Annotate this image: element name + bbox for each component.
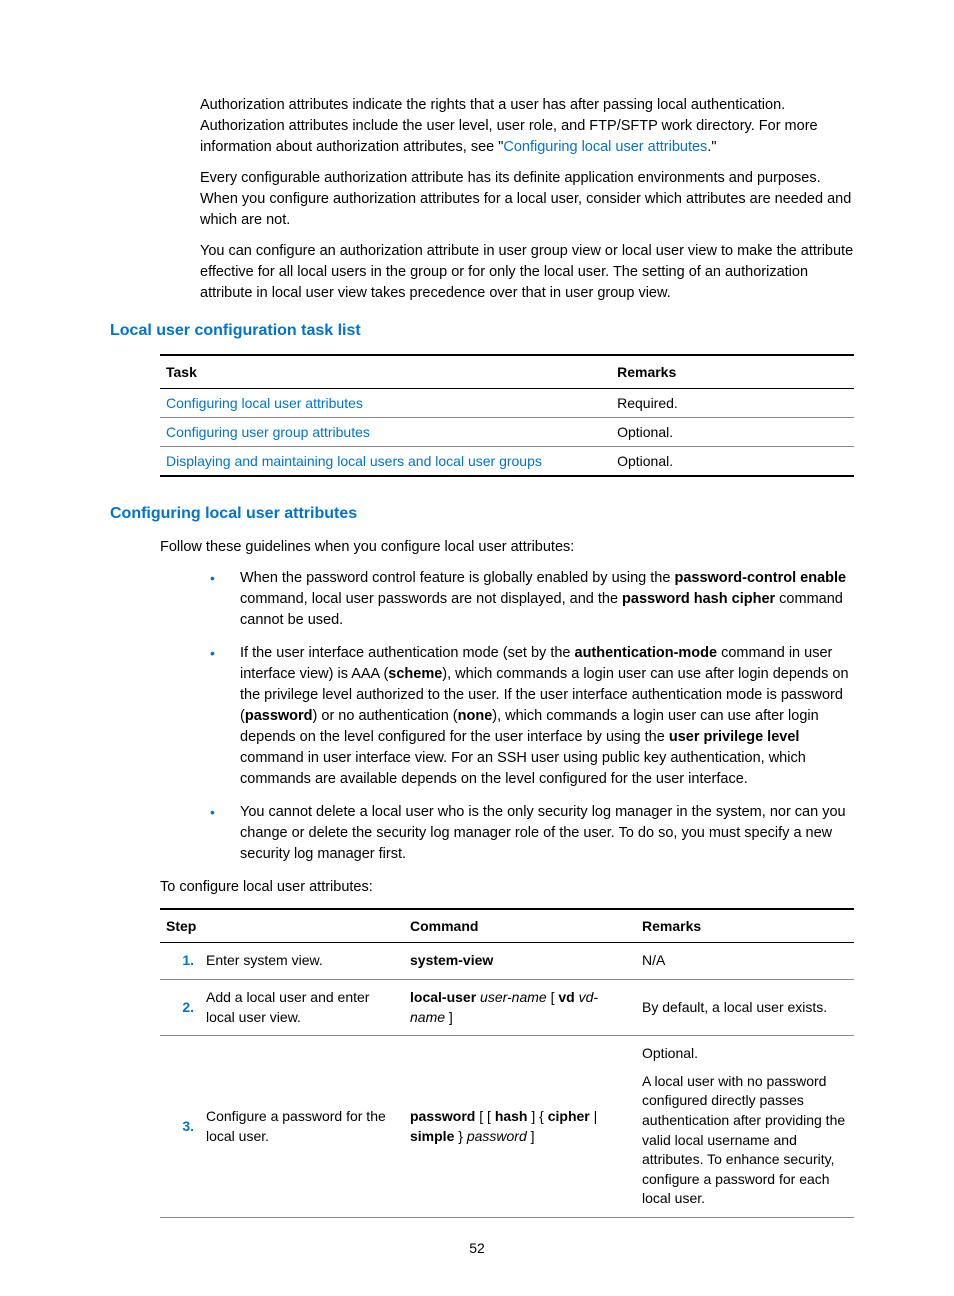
table-header-row: Step Command Remarks [160,909,854,943]
table-row: 1.Enter system view.system-viewN/A [160,943,854,980]
table-row: Displaying and maintaining local users a… [160,447,854,477]
intro-paragraph-2: Every configurable authorization attribu… [110,168,854,231]
step-remarks: Optional.A local user with no password c… [636,1036,854,1218]
configuring-intro: Follow these guidelines when you configu… [110,537,854,558]
list-item: You cannot delete a local user who is th… [200,802,854,865]
col-remarks: Remarks [611,355,854,389]
list-item: If the user interface authentication mod… [200,643,854,790]
step-command: password [ [ hash ] { cipher | simple } … [404,1036,636,1218]
task-link[interactable]: Configuring local user attributes [166,395,363,411]
table-row: Configuring user group attributes Optiona… [160,418,854,447]
step-command: system-view [404,943,636,980]
step-description: Add a local user and enter local user vi… [200,979,404,1035]
table-row: Configuring local user attributes Require… [160,389,854,418]
link-configuring-attributes[interactable]: Configuring local user attributes [503,139,707,155]
page-number: 52 [0,1240,954,1256]
configuring-outro: To configure local user attributes: [110,877,854,898]
step-remarks: By default, a local user exists. [636,979,854,1035]
step-number: 3. [160,1036,200,1218]
step-description: Enter system view. [200,943,404,980]
list-item: When the password control feature is glo… [200,568,854,631]
col-task: Task [160,355,611,389]
step-number: 1. [160,943,200,980]
steps-table: Step Command Remarks 1.Enter system view… [160,908,854,1218]
document-page: Authorization attributes indicate the ri… [0,0,954,1296]
text: ." [707,139,716,155]
table-row: 3.Configure a password for the local use… [160,1036,854,1218]
heading-configuring: Configuring local user attributes [110,505,854,523]
task-remarks: Optional. [611,418,854,447]
step-description: Configure a password for the local user. [200,1036,404,1218]
task-list-table: Task Remarks Configuring local user attr… [160,354,854,477]
guidelines-list: When the password control feature is glo… [200,568,854,865]
heading-task-list: Local user configuration task list [110,322,854,340]
intro-paragraph-3: You can configure an authorization attri… [110,241,854,304]
table-header-row: Task Remarks [160,355,854,389]
table-row: 2.Add a local user and enter local user … [160,979,854,1035]
intro-paragraph-1: Authorization attributes indicate the ri… [110,95,854,158]
step-command: local-user user-name [ vd vd-name ] [404,979,636,1035]
task-remarks: Optional. [611,447,854,477]
step-remarks: N/A [636,943,854,980]
task-link[interactable]: Configuring user group attributes [166,424,370,440]
col-remarks: Remarks [636,909,854,943]
task-link[interactable]: Displaying and maintaining local users a… [166,453,542,469]
col-command: Command [404,909,636,943]
step-number: 2. [160,979,200,1035]
col-step: Step [160,909,404,943]
task-remarks: Required. [611,389,854,418]
